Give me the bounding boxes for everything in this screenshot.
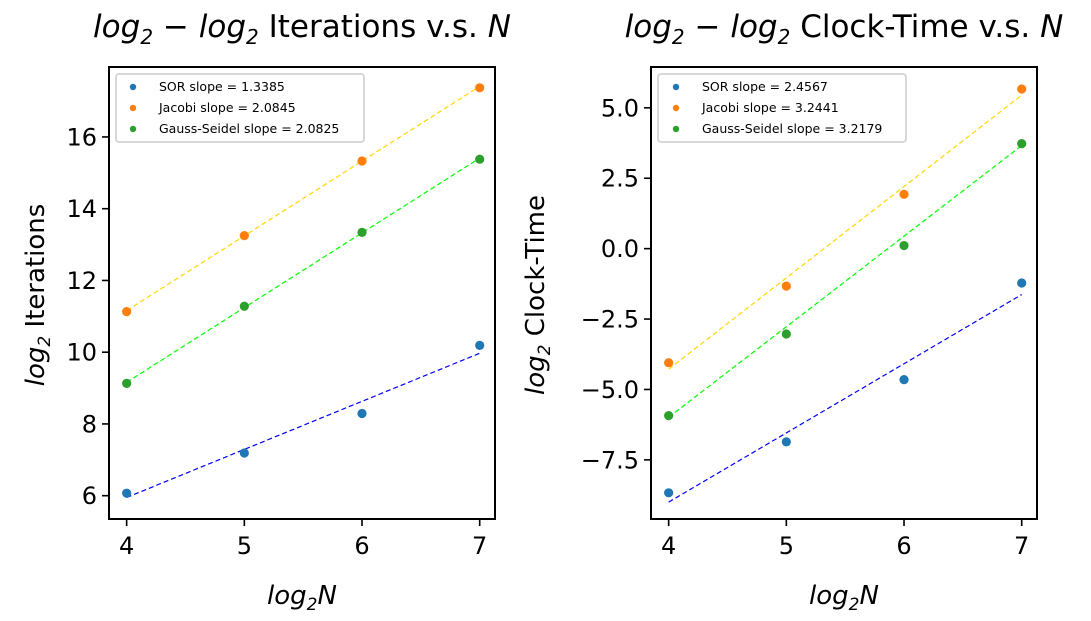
x-tick-label: 4 bbox=[661, 532, 676, 560]
point-jacobi bbox=[357, 156, 367, 166]
fit-line-jacobi bbox=[668, 94, 1023, 370]
x-tick-label: 6 bbox=[896, 532, 911, 560]
legend-entry-jacobi: Jacobi slope = 3.2441 bbox=[701, 100, 839, 115]
fit-lines bbox=[126, 85, 481, 499]
y-tick-label: −7.5 bbox=[581, 446, 639, 474]
legend-entry-sor: SOR slope = 2.4567 bbox=[702, 79, 828, 94]
x-axis-ticks: 4 5 6 7 bbox=[119, 519, 487, 560]
point-jacobi bbox=[664, 358, 674, 368]
data-points bbox=[664, 84, 1027, 498]
point-sor bbox=[664, 488, 674, 498]
y-tick-label: 6 bbox=[82, 482, 97, 510]
point-gauss-seidel bbox=[475, 154, 485, 164]
plot-area: 4 5 6 7 −7.5 −5.0 −2.5 0.0 2.5 5.0 bbox=[581, 66, 1038, 560]
x-axis-ticks: 4 5 6 7 bbox=[661, 519, 1029, 560]
axes-frame bbox=[108, 66, 496, 520]
legend-entry-sor: SOR slope = 1.3385 bbox=[159, 79, 285, 94]
y-tick-label: 16 bbox=[66, 123, 97, 151]
point-sor bbox=[475, 340, 485, 350]
x-axis-label: log2N bbox=[809, 581, 879, 615]
x-tick-label: 5 bbox=[237, 532, 252, 560]
legend-marker-jacobi bbox=[672, 104, 680, 112]
legend-entry-gauss-seidel: Gauss-Seidel slope = 3.2179 bbox=[702, 121, 882, 136]
point-jacobi bbox=[122, 307, 132, 317]
fit-line-gauss-seidel bbox=[668, 145, 1023, 418]
point-gauss-seidel bbox=[664, 411, 674, 421]
point-sor bbox=[899, 374, 909, 385]
x-tick-label: 4 bbox=[119, 532, 134, 560]
legend-marker-sor bbox=[129, 83, 137, 91]
fit-lines bbox=[668, 94, 1023, 503]
x-tick-label: 7 bbox=[1014, 532, 1029, 560]
y-tick-label: 8 bbox=[82, 410, 97, 438]
x-tick-label: 7 bbox=[472, 532, 487, 560]
data-points bbox=[122, 83, 485, 498]
y-tick-label: 0.0 bbox=[601, 235, 639, 263]
y-axis-ticks: 6 8 10 12 14 16 bbox=[66, 123, 109, 510]
chart-iterations: log2 − log2 Iterations v.s. N 4 5 6 7 6 8 10 1… bbox=[21, 9, 511, 615]
fit-line-sor bbox=[668, 294, 1023, 503]
point-gauss-seidel bbox=[1017, 139, 1027, 149]
legend-marker-sor bbox=[672, 83, 680, 91]
point-jacobi bbox=[899, 189, 909, 199]
fit-line-jacobi bbox=[126, 85, 481, 312]
y-tick-label: 2.5 bbox=[601, 165, 639, 193]
point-gauss-seidel bbox=[781, 329, 791, 339]
y-tick-label: 10 bbox=[66, 339, 97, 367]
legend-marker-gauss-seidel bbox=[672, 125, 680, 133]
legend-box bbox=[657, 73, 907, 143]
point-gauss-seidel bbox=[899, 240, 909, 251]
point-jacobi bbox=[1017, 84, 1027, 94]
point-jacobi bbox=[781, 281, 791, 291]
y-tick-label: −5.0 bbox=[581, 376, 639, 404]
legend: SOR slope = 2.4567 Jacobi slope = 3.2441… bbox=[657, 73, 907, 143]
legend-marker-gauss-seidel bbox=[129, 125, 137, 133]
point-sor bbox=[239, 448, 249, 458]
y-axis-label: log2 Clock-Time bbox=[521, 195, 555, 395]
point-jacobi bbox=[475, 83, 485, 93]
chart-title: log2 − log2 Clock-Time v.s. N bbox=[625, 9, 1064, 49]
fit-line-sor bbox=[126, 352, 480, 499]
x-tick-label: 5 bbox=[779, 532, 794, 560]
point-jacobi bbox=[239, 231, 249, 241]
chart-title: log2 − log2 Iterations v.s. N bbox=[93, 9, 511, 49]
legend-marker-jacobi bbox=[129, 104, 137, 112]
point-gauss-seidel bbox=[122, 378, 132, 388]
axes-frame bbox=[650, 66, 1038, 520]
point-gauss-seidel bbox=[239, 301, 249, 311]
y-tick-label: 5.0 bbox=[601, 94, 639, 122]
y-axis-label: log2 Iterations bbox=[21, 204, 55, 387]
x-axis-label: log2N bbox=[267, 581, 337, 615]
point-sor bbox=[357, 408, 367, 419]
point-sor bbox=[122, 488, 132, 498]
legend: SOR slope = 1.3385 Jacobi slope = 2.0845… bbox=[115, 73, 365, 143]
legend-entry-jacobi: Jacobi slope = 2.0845 bbox=[158, 100, 296, 115]
legend-entry-gauss-seidel: Gauss-Seidel slope = 2.0825 bbox=[159, 121, 339, 136]
legend-box bbox=[115, 73, 365, 143]
y-axis-ticks: −7.5 −5.0 −2.5 0.0 2.5 5.0 bbox=[581, 94, 651, 474]
point-sor bbox=[781, 437, 791, 447]
point-sor bbox=[1017, 278, 1027, 288]
point-gauss-seidel bbox=[357, 227, 367, 237]
fit-line-gauss-seidel bbox=[126, 157, 481, 383]
y-tick-label: 14 bbox=[66, 195, 97, 223]
x-tick-label: 6 bbox=[354, 532, 369, 560]
plot-area: 4 5 6 7 6 8 10 12 14 16 bbox=[66, 66, 496, 560]
y-tick-label: −2.5 bbox=[581, 306, 639, 334]
y-tick-label: 12 bbox=[66, 267, 97, 295]
